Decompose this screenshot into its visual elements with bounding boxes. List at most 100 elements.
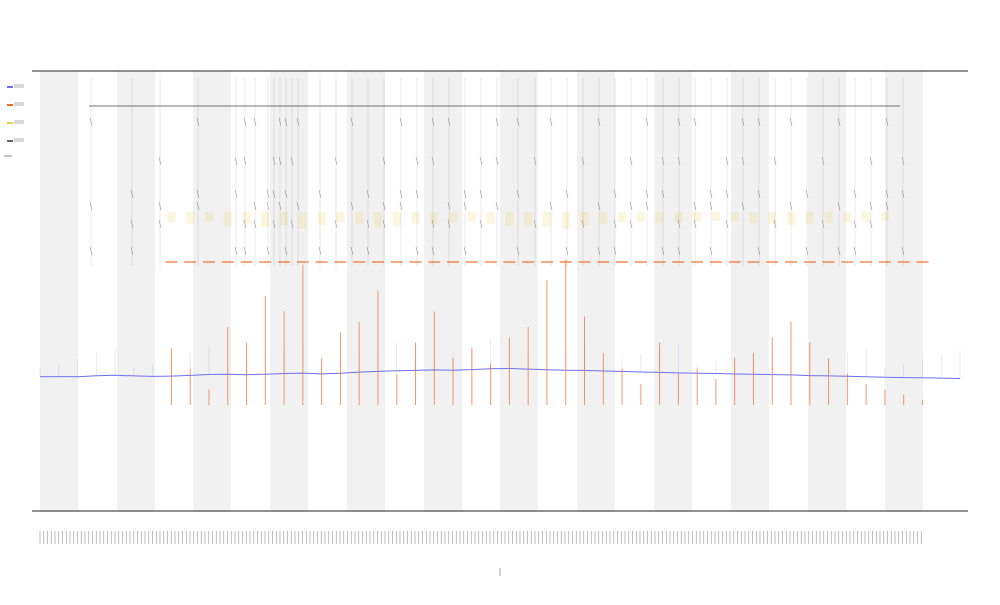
yellow-band-9 — [186, 212, 195, 224]
event-tick-37-5 — [693, 219, 697, 229]
event-tick-25-4 — [495, 201, 499, 211]
event-tick-47-3 — [853, 189, 857, 199]
event-tick-48-4 — [869, 201, 873, 211]
event-tick-13-4 — [296, 201, 300, 211]
event-tick-6-1 — [243, 117, 247, 127]
shaded-band-10 — [731, 71, 769, 511]
shaded-band-9 — [654, 71, 692, 511]
yellow-band-27 — [524, 212, 533, 227]
event-tick-31-1 — [597, 117, 601, 127]
shaded-band-7 — [500, 71, 538, 511]
yellow-band-31 — [599, 212, 608, 224]
event-tick-7-4 — [253, 201, 257, 211]
legend-swatch-4 — [7, 140, 13, 142]
yellow-band-20 — [392, 212, 401, 228]
event-tick-33-4 — [629, 201, 633, 211]
event-tick-21-1 — [431, 117, 435, 127]
event-tick-10-4 — [278, 201, 282, 211]
event-tick-20-3 — [415, 189, 419, 199]
event-tick-33-2 — [629, 156, 633, 166]
event-tick-9-2 — [272, 156, 276, 166]
event-tick-12-5 — [290, 219, 294, 229]
event-tick-32-5 — [613, 219, 617, 229]
shaded-band-11 — [808, 71, 846, 511]
event-tick-5-6 — [234, 246, 238, 256]
event-tick-5-2 — [234, 156, 238, 166]
event-tick-11-3 — [284, 189, 288, 199]
event-tick-17-6 — [366, 246, 370, 256]
event-tick-34-3 — [645, 189, 649, 199]
event-tick-39-2 — [725, 156, 729, 166]
event-tick-13-1 — [296, 117, 300, 127]
event-tick-29-6 — [565, 246, 569, 256]
event-tick-36-6 — [677, 246, 681, 256]
event-tick-9-5 — [272, 219, 276, 229]
event-tick-22-1 — [447, 117, 451, 127]
event-tick-16-1 — [350, 117, 354, 127]
legend-label-4 — [14, 138, 24, 142]
event-tick-1-1 — [89, 117, 93, 127]
event-tick-45-2 — [821, 156, 825, 166]
event-tick-14-6 — [318, 246, 322, 256]
event-tick-30-2 — [581, 156, 585, 166]
event-tick-41-3 — [757, 189, 761, 199]
yellow-band-36 — [693, 212, 702, 222]
yellow-band-24 — [467, 212, 476, 222]
legend-swatch-2 — [7, 104, 13, 106]
event-tick-10-1 — [278, 117, 282, 127]
event-tick-26-6 — [516, 246, 520, 256]
event-tick-19-4 — [399, 201, 403, 211]
event-tick-2-6 — [130, 246, 134, 256]
event-tick-21-2 — [431, 156, 435, 166]
event-tick-49-3 — [885, 189, 889, 199]
event-tick-50-2 — [901, 156, 905, 166]
yellow-band-41 — [787, 212, 796, 225]
event-tick-46-6 — [837, 246, 841, 256]
event-tick-46-1 — [837, 117, 841, 127]
event-tick-43-1 — [789, 117, 793, 127]
event-tick-22-4 — [447, 201, 451, 211]
event-tick-21-5 — [431, 219, 435, 229]
event-tick-39-3 — [725, 189, 729, 199]
event-tick-7-5 — [253, 219, 257, 229]
yellow-band-38 — [730, 212, 739, 222]
event-tick-4-1 — [196, 117, 200, 127]
event-tick-37-4 — [693, 201, 697, 211]
event-tick-11-1 — [284, 117, 288, 127]
event-tick-37-1 — [693, 117, 697, 127]
event-tick-38-4 — [709, 201, 713, 211]
event-tick-41-6 — [757, 246, 761, 256]
event-tick-8-3 — [266, 189, 270, 199]
event-tick-41-1 — [757, 117, 761, 127]
yellow-band-37 — [711, 212, 720, 221]
event-tick-33-5 — [629, 219, 633, 229]
event-tick-20-6 — [415, 246, 419, 256]
shaded-band-12 — [885, 71, 923, 511]
event-tick-25-2 — [495, 156, 499, 166]
event-tick-18-2 — [382, 156, 386, 166]
yellow-band-22 — [430, 212, 439, 225]
event-tick-44-3 — [805, 189, 809, 199]
event-tick-10-2 — [278, 156, 282, 166]
event-tick-24-3 — [479, 189, 483, 199]
event-tick-15-5 — [334, 219, 338, 229]
event-tick-31-4 — [597, 201, 601, 211]
event-tick-23-6 — [463, 246, 467, 256]
event-tick-27-5 — [533, 219, 537, 229]
shaded-band-4 — [270, 71, 308, 511]
event-tick-7-1 — [253, 117, 257, 127]
event-tick-48-5 — [869, 219, 873, 229]
event-tick-47-5 — [853, 219, 857, 229]
event-tick-4-3 — [196, 189, 200, 199]
event-tick-50-6 — [901, 246, 905, 256]
yellow-band-42 — [805, 212, 814, 224]
event-tick-36-2 — [677, 156, 681, 166]
legend-label-2 — [14, 102, 24, 106]
event-tick-1-4 — [89, 201, 93, 211]
yellow-band-26 — [505, 212, 514, 226]
event-tick-35-3 — [661, 189, 665, 199]
event-tick-31-6 — [597, 246, 601, 256]
event-tick-12-2 — [290, 156, 294, 166]
